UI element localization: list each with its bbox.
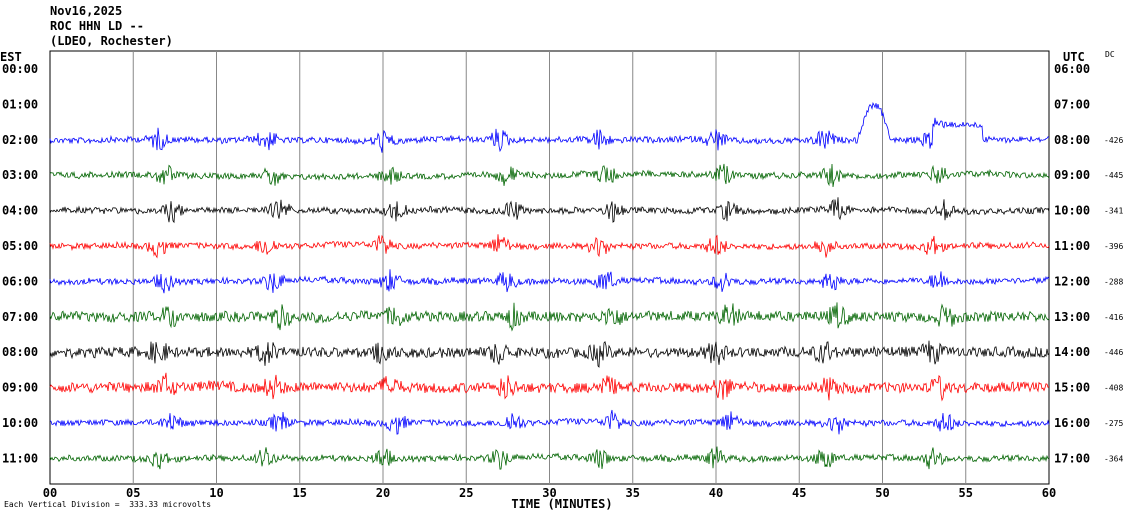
est-label-0300: 03:00 [2, 168, 38, 182]
trace-1600 [49, 409, 1050, 435]
utc-axis-title: UTC [1063, 50, 1085, 64]
est-label-0500: 05:00 [2, 239, 38, 253]
est-label-0000: 00:00 [2, 62, 38, 76]
est-label-0100: 01:00 [2, 97, 38, 111]
utc-label-1100: 11:00 [1054, 239, 1090, 253]
dc-value-0800: -426 [1104, 136, 1123, 145]
vertical-division-note: Each Vertical Division = 333.33 microvol… [4, 500, 212, 509]
dc-value-1600: -275 [1104, 419, 1123, 428]
x-tick-10: 10 [209, 486, 223, 500]
x-tick-20: 20 [376, 486, 390, 500]
x-tick-15: 15 [293, 486, 307, 500]
est-label-0200: 02:00 [2, 133, 38, 147]
dc-value-1700: -364 [1104, 454, 1123, 463]
utc-label-1400: 14:00 [1054, 345, 1090, 359]
x-tick-45: 45 [792, 486, 806, 500]
dc-column-title: DC [1105, 50, 1115, 59]
dc-value-1200: -288 [1104, 277, 1123, 286]
est-label-0700: 07:00 [2, 310, 38, 324]
x-tick-05: 05 [126, 486, 140, 500]
x-tick-25: 25 [459, 486, 473, 500]
utc-label-1700: 17:00 [1054, 451, 1090, 465]
est-label-1100: 11:00 [2, 451, 38, 465]
x-tick-35: 35 [626, 486, 640, 500]
trace-0900 [49, 163, 1050, 188]
trace-1700 [49, 446, 1050, 470]
dc-value-0900: -445 [1104, 171, 1123, 180]
utc-label-1200: 12:00 [1054, 274, 1090, 288]
x-tick-30: 30 [542, 486, 556, 500]
dc-value-1400: -446 [1104, 348, 1123, 357]
trace-1500 [49, 372, 1050, 402]
est-axis-title: EST [0, 50, 22, 64]
utc-label-0700: 07:00 [1054, 97, 1090, 111]
dc-value-1100: -396 [1104, 242, 1123, 251]
utc-label-0900: 09:00 [1054, 168, 1090, 182]
utc-label-0600: 06:00 [1054, 62, 1090, 76]
utc-label-1600: 16:00 [1054, 416, 1090, 430]
dc-value-1500: -408 [1104, 384, 1123, 393]
trace-1000 [49, 197, 1050, 224]
dc-value-1300: -416 [1104, 313, 1123, 322]
x-tick-00: 00 [43, 486, 57, 500]
utc-label-1000: 10:00 [1054, 204, 1090, 218]
x-tick-40: 40 [709, 486, 723, 500]
est-label-0600: 06:00 [2, 274, 38, 288]
station-date: Nov16,2025 [50, 4, 123, 18]
trace-1100 [49, 234, 1050, 259]
station-location: (LDEO, Rochester) [50, 34, 173, 48]
trace-1300 [49, 302, 1050, 332]
station-code: ROC HHN LD -- [50, 19, 144, 33]
trace-1200 [49, 269, 1050, 294]
x-tick-50: 50 [875, 486, 889, 500]
utc-label-0800: 08:00 [1054, 133, 1090, 147]
x-tick-55: 55 [959, 486, 973, 500]
x-axis-label: TIME (MINUTES) [511, 497, 612, 511]
utc-label-1500: 15:00 [1054, 381, 1090, 395]
est-label-1000: 10:00 [2, 416, 38, 430]
est-label-0400: 04:00 [2, 204, 38, 218]
est-label-0900: 09:00 [2, 381, 38, 395]
dc-value-1000: -341 [1104, 207, 1123, 216]
trace-1400 [49, 340, 1050, 368]
x-tick-60: 60 [1042, 486, 1056, 500]
est-label-0800: 08:00 [2, 345, 38, 359]
trace-0800 [49, 102, 1050, 153]
utc-label-1300: 13:00 [1054, 310, 1090, 324]
